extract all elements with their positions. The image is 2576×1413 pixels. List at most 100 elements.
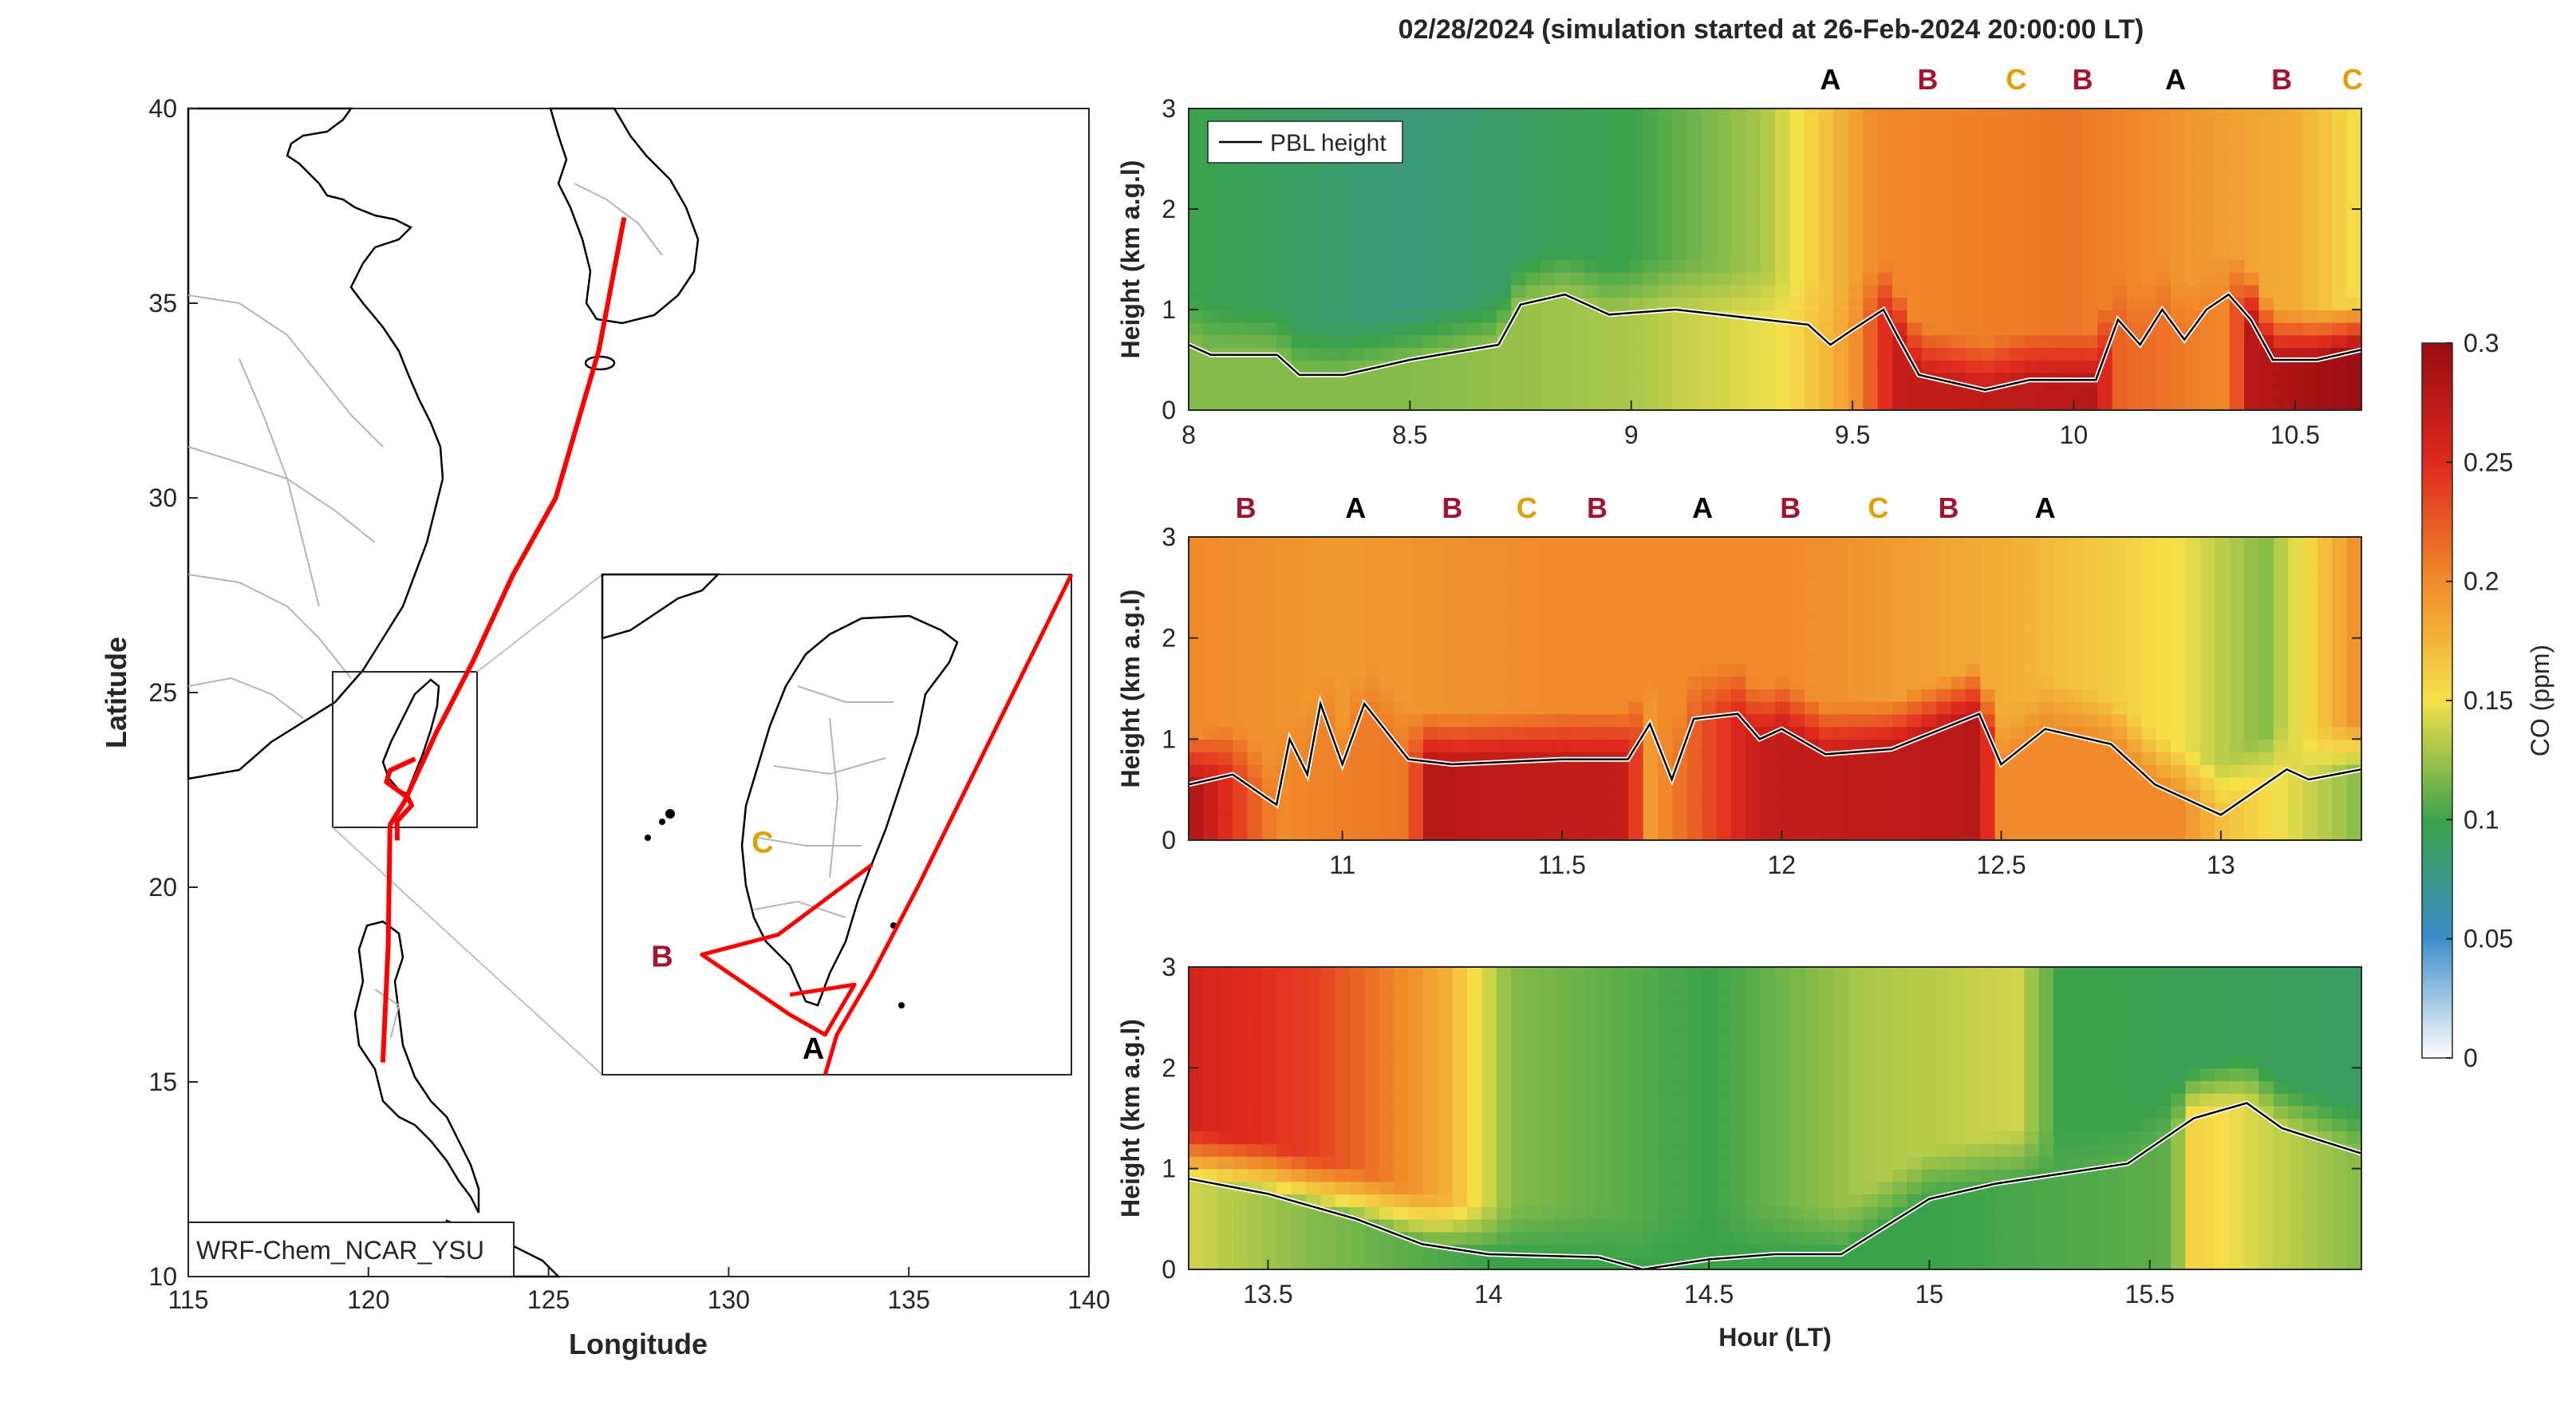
heatmap-cell	[2053, 752, 2069, 765]
heatmap-cell	[1481, 109, 1497, 122]
heatmap-cell	[1203, 752, 1219, 765]
heatmap-cell	[1233, 184, 1249, 198]
heatmap-cell	[2244, 334, 2260, 349]
heatmap-cell	[2171, 209, 2187, 223]
heatmap-cell	[1320, 815, 1336, 828]
heatmap-cell	[1760, 1168, 1776, 1182]
heatmap-cell	[1877, 752, 1893, 765]
heatmap-cell	[1203, 221, 1219, 235]
heatmap-cell	[1438, 372, 1454, 386]
heatmap-cell	[1921, 689, 1937, 702]
heatmap-cell	[2053, 184, 2069, 198]
heatmap-cell	[2024, 259, 2040, 273]
heatmap-cell	[1481, 284, 1497, 298]
heatmap-cell	[1408, 196, 1424, 210]
heatmap-cell	[1467, 613, 1483, 626]
heatmap-cell	[1804, 637, 1820, 652]
heatmap-cell	[1394, 650, 1410, 665]
heatmap-cell	[1452, 310, 1468, 323]
heatmap-cell	[1247, 562, 1263, 576]
heatmap-cell	[2112, 625, 2128, 639]
heatmap-cell	[2010, 184, 2026, 198]
heatmap-cell	[2112, 120, 2128, 135]
heatmap-cell	[2302, 221, 2318, 235]
heatmap-cell	[1584, 310, 1600, 323]
heatmap-cell	[1569, 739, 1585, 752]
heatmap-cell	[1511, 1206, 1527, 1220]
heatmap-cell	[1423, 120, 1439, 135]
heatmap-cell	[2332, 663, 2348, 677]
heatmap-cell	[1423, 159, 1439, 172]
heatmap-cell	[1628, 1118, 1644, 1132]
heatmap-cell	[1775, 1155, 1791, 1170]
heatmap-cell	[1907, 297, 1923, 310]
heatmap-cell	[1511, 600, 1527, 614]
heatmap-cell	[1730, 221, 1747, 235]
heatmap-cell	[1394, 259, 1410, 273]
heatmap-cell	[1247, 815, 1263, 828]
heatmap-cell	[1364, 1194, 1380, 1207]
heatmap-cell	[1438, 120, 1454, 135]
heatmap-cell	[2082, 574, 2099, 589]
heatmap-cell	[1291, 1257, 1307, 1270]
heatmap-cell	[1452, 637, 1468, 652]
heatmap-cell	[1511, 247, 1527, 260]
map-xtick-label: 130	[708, 1285, 750, 1314]
heatmap-cell	[1525, 171, 1541, 185]
heatmap-cell	[1320, 196, 1336, 210]
heatmap-cell	[2171, 689, 2187, 702]
heatmap-cell	[1394, 284, 1410, 298]
heatmap-cell	[1746, 196, 1761, 210]
heatmap-cell	[1423, 549, 1439, 563]
heatmap-cell	[1584, 549, 1600, 563]
heatmap-cell	[1892, 752, 1908, 765]
heatmap-cell	[1658, 815, 1674, 828]
heatmap-cell	[1921, 120, 1937, 135]
heatmap-cell	[1746, 334, 1761, 349]
heatmap-cell	[1540, 120, 1556, 135]
heatmap-cell	[1994, 689, 2010, 702]
heatmap-cell	[2244, 713, 2260, 728]
heatmap-cell	[1335, 992, 1351, 1006]
heatmap-cell	[2199, 549, 2216, 563]
heatmap-cell	[1643, 297, 1659, 310]
heatmap-cell	[1555, 701, 1571, 715]
heatmap-cell	[2258, 271, 2274, 286]
heatmap-cell	[2302, 271, 2318, 286]
heatmap-cell	[2171, 159, 2187, 172]
heatmap-cell	[1203, 1218, 1219, 1233]
heatmap-cell	[2317, 196, 2333, 210]
heatmap-cell	[1804, 372, 1820, 386]
heatmap-cell	[1804, 600, 1820, 614]
heatmap-cell	[2244, 372, 2260, 386]
heatmap-cell	[1540, 1218, 1556, 1233]
heatmap-cell	[1702, 1055, 1718, 1069]
map-ytick-label: 30	[148, 483, 177, 512]
heatmap-cell	[1467, 676, 1483, 689]
heatmap-cell	[1702, 120, 1718, 135]
heatmap-cell	[2082, 663, 2099, 677]
heatmap-cell	[1716, 625, 1732, 639]
heatmap-cell	[1496, 967, 1513, 981]
heatmap-cell	[1203, 397, 1219, 411]
heatmap-cell	[1261, 284, 1278, 298]
heatmap-cell	[2024, 171, 2040, 185]
heatmap-cell	[2332, 587, 2348, 601]
heatmap-cell	[1907, 234, 1923, 248]
heatmap-cell	[1730, 549, 1747, 563]
heatmap-cell	[1379, 1105, 1395, 1119]
heatmap-cell	[1189, 752, 1205, 765]
heatmap-cell	[1907, 562, 1923, 576]
heatmap-cell	[1599, 562, 1615, 576]
heatmap-cell	[2215, 574, 2231, 589]
heatmap-cell	[1394, 562, 1410, 576]
heatmap-cell	[1496, 247, 1513, 260]
heatmap-cell	[1525, 1131, 1541, 1144]
heatmap-cell	[1936, 776, 1952, 791]
heatmap-cell	[1438, 574, 1454, 589]
heatmap-cell	[1394, 334, 1410, 349]
heatmap-cell	[2346, 133, 2362, 148]
heatmap-cell	[1261, 776, 1278, 791]
heatmap-cell	[1364, 334, 1380, 349]
